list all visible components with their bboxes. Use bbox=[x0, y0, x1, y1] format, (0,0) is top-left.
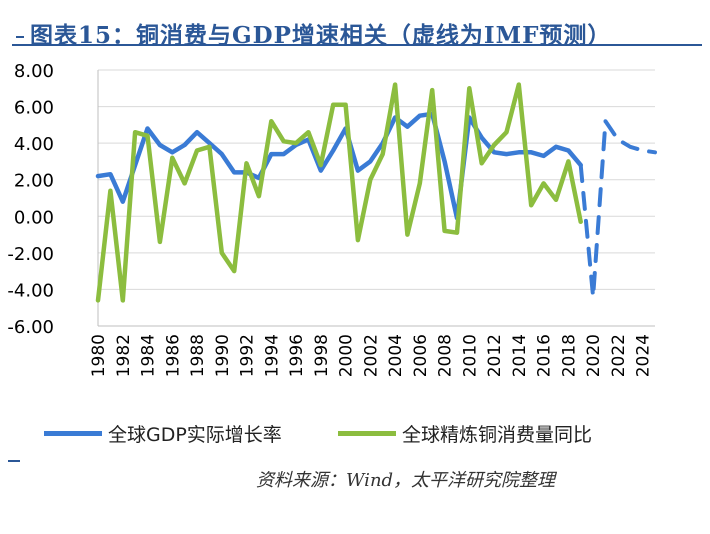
x-tick-label: 1982 bbox=[114, 334, 134, 377]
y-tick-label: 8.00 bbox=[14, 61, 54, 82]
legend-swatch-copper bbox=[338, 430, 396, 436]
x-tick-label: 2000 bbox=[337, 334, 357, 377]
x-tick-label: 2008 bbox=[436, 334, 456, 377]
series-line-gdp-forecast bbox=[578, 119, 657, 299]
source-note: 资料来源：Wind，太平洋研究院整理 bbox=[256, 470, 556, 491]
x-tick-label: 1986 bbox=[163, 334, 183, 377]
x-tick-label: 2012 bbox=[485, 334, 505, 377]
series-line-copper bbox=[95, 82, 583, 303]
x-tick-label: 2014 bbox=[510, 334, 530, 377]
x-tick-label: 1992 bbox=[238, 334, 258, 377]
chart-legend: 全球GDP实际增长率 全球精炼铜消费量同比 bbox=[0, 418, 710, 448]
title-bar: 图表15：铜消费与GDP增速相关（虚线为IMF预测） bbox=[12, 6, 702, 49]
x-tick-label: 1990 bbox=[213, 334, 233, 377]
x-tick-label: 2024 bbox=[634, 334, 654, 377]
x-tick-label: 1984 bbox=[139, 334, 159, 377]
footer-accent-tick bbox=[8, 460, 20, 462]
x-tick-label: 2004 bbox=[386, 334, 406, 377]
y-tick-label: -6.00 bbox=[7, 317, 54, 338]
x-tick-label: 2006 bbox=[411, 334, 431, 377]
y-tick-label: -4.00 bbox=[7, 280, 54, 301]
chart-title: 图表15：铜消费与GDP增速相关（虚线为IMF预测） bbox=[30, 22, 612, 49]
x-tick-label: 2002 bbox=[361, 334, 381, 377]
y-tick-label: -2.00 bbox=[7, 244, 54, 265]
x-tick-label: 1996 bbox=[287, 334, 307, 377]
series-line-gdp bbox=[95, 111, 583, 221]
legend-item-copper: 全球精炼铜消费量同比 bbox=[338, 418, 592, 448]
x-tick-label: 1994 bbox=[262, 334, 282, 377]
x-tick-label: 1980 bbox=[89, 334, 109, 377]
y-tick-label: 6.00 bbox=[14, 98, 54, 119]
x-tick-label: 1998 bbox=[312, 334, 332, 377]
legend-item-gdp: 全球GDP实际增长率 bbox=[44, 418, 282, 448]
x-tick-label: 2010 bbox=[460, 334, 480, 377]
y-tick-label: 2.00 bbox=[14, 171, 54, 192]
y-tick-label: 4.00 bbox=[14, 134, 54, 155]
legend-swatch-gdp bbox=[44, 430, 102, 436]
x-tick-label: 1988 bbox=[188, 334, 208, 377]
x-tick-label: 2020 bbox=[584, 334, 604, 377]
x-tick-label: 2022 bbox=[609, 334, 629, 377]
x-tick-label: 2016 bbox=[535, 334, 555, 377]
x-tick-label: 2018 bbox=[559, 334, 579, 377]
legend-label-gdp: 全球GDP实际增长率 bbox=[108, 423, 282, 446]
legend-label-copper: 全球精炼铜消费量同比 bbox=[402, 423, 593, 446]
title-accent-tick bbox=[16, 36, 24, 38]
y-tick-label: 0.00 bbox=[14, 207, 54, 228]
